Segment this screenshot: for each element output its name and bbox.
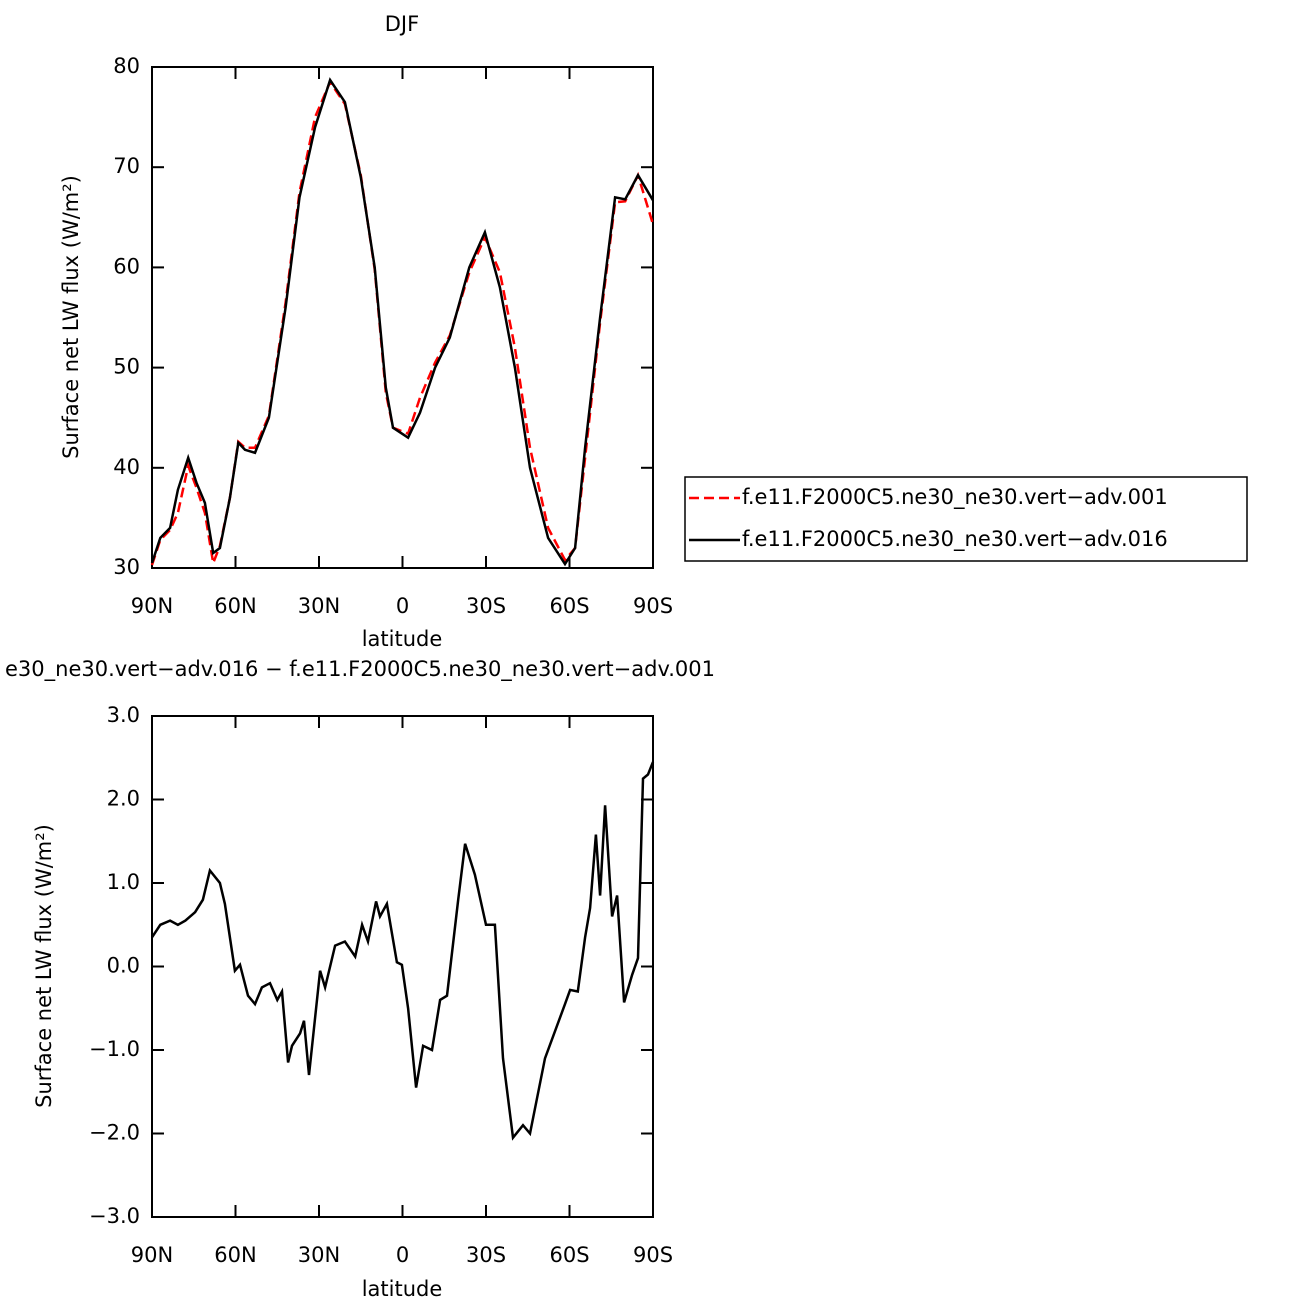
y-tick-label: 60 xyxy=(113,254,140,278)
y-tick-label: 30 xyxy=(113,555,140,579)
x-tick-label: 60S xyxy=(549,594,589,618)
chart-title: e30_ne30.vert−adv.016 − f.e11.F2000C5.ne… xyxy=(5,657,715,682)
y-axis-label: Surface net LW flux (W/m²) xyxy=(32,824,56,1108)
x-axis-label: latitude xyxy=(362,627,443,651)
x-tick-label: 60S xyxy=(549,1243,589,1267)
y-tick-label: 40 xyxy=(113,455,140,479)
y-tick-label: 0.0 xyxy=(107,954,140,978)
x-tick-label: 30S xyxy=(466,594,506,618)
y-axis-label: Surface net LW flux (W/m²) xyxy=(59,175,83,459)
y-tick-label: 50 xyxy=(113,355,140,379)
chart-title: DJF xyxy=(385,12,419,36)
y-tick-label: −3.0 xyxy=(89,1204,140,1228)
x-tick-label: 90N xyxy=(131,594,173,618)
x-tick-label: 90S xyxy=(633,594,673,618)
x-tick-label: 90S xyxy=(633,1243,673,1267)
y-tick-label: 80 xyxy=(113,54,140,78)
legend-box xyxy=(684,476,1248,562)
x-tick-label: 30N xyxy=(298,594,340,618)
y-tick-label: −2.0 xyxy=(89,1121,140,1145)
y-tick-label: −1.0 xyxy=(89,1037,140,1061)
series-line xyxy=(150,77,655,567)
x-tick-label: 90N xyxy=(131,1243,173,1267)
x-tick-label: 0 xyxy=(396,1243,409,1267)
x-tick-label: 30N xyxy=(298,1243,340,1267)
x-tick-label: 0 xyxy=(396,594,409,618)
y-tick-label: 70 xyxy=(113,154,140,178)
legend-label: f.e11.F2000C5.ne30_ne30.vert−adv.016 xyxy=(742,527,1168,552)
y-tick-label: 2.0 xyxy=(107,787,140,811)
series-line xyxy=(150,79,655,568)
series-line xyxy=(150,761,655,1141)
y-tick-label: 1.0 xyxy=(107,870,140,894)
x-tick-label: 60N xyxy=(214,1243,256,1267)
x-axis-label: latitude xyxy=(362,1277,443,1301)
y-tick-label: 3.0 xyxy=(107,703,140,727)
legend-label: f.e11.F2000C5.ne30_ne30.vert−adv.001 xyxy=(742,485,1168,510)
plot-frame xyxy=(151,66,654,569)
x-tick-label: 30S xyxy=(466,1243,506,1267)
x-tick-label: 60N xyxy=(214,594,256,618)
